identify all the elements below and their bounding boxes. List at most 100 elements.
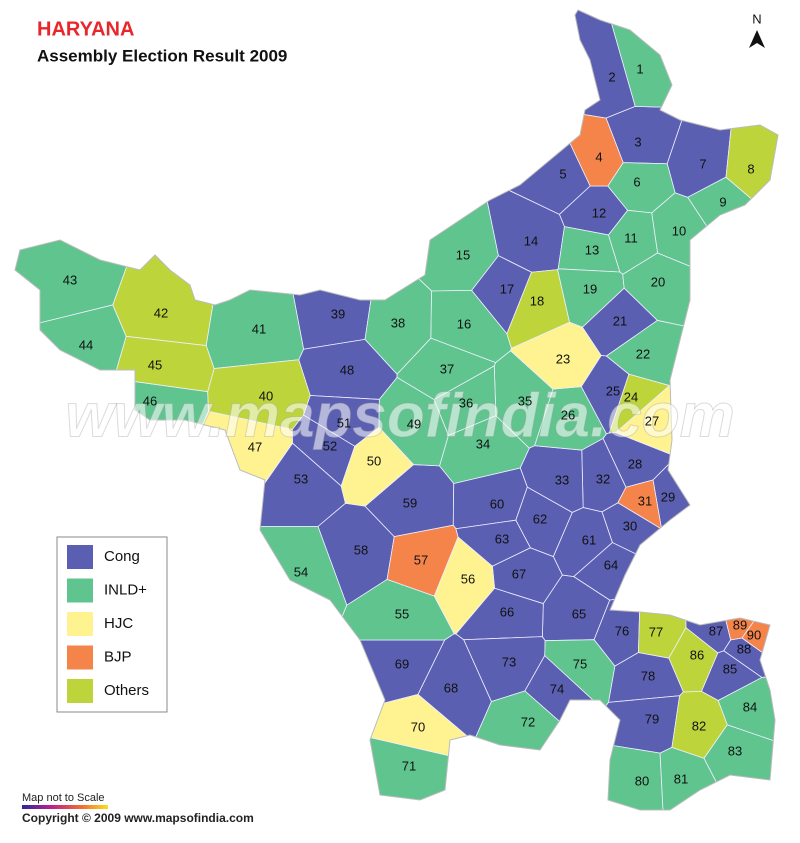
seat-label: 32 xyxy=(596,471,610,486)
seat-label: 72 xyxy=(521,714,535,729)
seat-label: 71 xyxy=(402,758,416,773)
seat-label: 5 xyxy=(559,166,566,181)
seat-label: 16 xyxy=(457,316,471,331)
seat-label: 55 xyxy=(395,606,409,621)
seat-label: 77 xyxy=(649,624,663,639)
seat-label: 81 xyxy=(674,771,688,786)
seat-label: 31 xyxy=(638,493,652,508)
seat-label: 80 xyxy=(635,773,649,788)
seat-label: 28 xyxy=(628,456,642,471)
seat-label: 3 xyxy=(634,134,641,149)
constituency xyxy=(544,639,616,710)
seat-label: 38 xyxy=(391,315,405,330)
seat-label: 85 xyxy=(723,661,737,676)
seat-label: 34 xyxy=(476,436,490,451)
seat-label: 9 xyxy=(719,194,726,209)
watermark: www.mapsofindia.com xyxy=(65,381,734,450)
seat-label: 63 xyxy=(495,531,509,546)
constituency xyxy=(709,507,778,641)
subtitle: Assembly Election Result 2009 xyxy=(37,46,287,65)
constituency xyxy=(339,10,591,215)
constituency xyxy=(604,10,778,109)
constituency xyxy=(687,176,778,333)
seat-label: 73 xyxy=(502,654,516,669)
north-arrow xyxy=(749,30,765,48)
seat-label: 23 xyxy=(556,351,570,366)
seat-label: 46 xyxy=(143,393,157,408)
legend-swatch xyxy=(67,612,93,636)
constituency xyxy=(340,426,415,507)
seat-label: 26 xyxy=(561,407,575,422)
seat-label: 8 xyxy=(747,161,754,176)
seat-label: 58 xyxy=(354,542,368,557)
seat-label: 52 xyxy=(323,438,337,453)
seat-label: 48 xyxy=(340,362,354,377)
seat-label: 17 xyxy=(500,281,514,296)
seat-label: 18 xyxy=(530,293,544,308)
seat-label: 57 xyxy=(414,552,428,567)
seat-label: 60 xyxy=(490,496,504,511)
constituency xyxy=(506,269,570,349)
seat-label: 84 xyxy=(743,699,757,714)
copyright: Copyright © 2009 www.mapsofindia.com xyxy=(22,811,254,825)
seat-label: 1 xyxy=(636,61,643,76)
seat-label: 30 xyxy=(623,518,637,533)
legend-items: Cong INLD+ HJC BJP Others xyxy=(67,545,149,703)
seat-label: 6 xyxy=(633,174,640,189)
seat-label: 50 xyxy=(367,453,381,468)
seat-label: 51 xyxy=(337,415,351,430)
seat-label: 13 xyxy=(585,242,599,257)
seat-label: 42 xyxy=(154,305,168,320)
constituency xyxy=(703,724,778,810)
seat-label: 87 xyxy=(709,623,723,638)
constituency xyxy=(207,359,311,430)
seat-label: 24 xyxy=(624,389,638,404)
seat-label: 62 xyxy=(533,511,547,526)
constituency xyxy=(608,373,671,434)
legend-label: INLD+ xyxy=(104,581,147,598)
seat-label: 25 xyxy=(606,383,620,398)
seat-label: 35 xyxy=(518,393,532,408)
seat-label: 61 xyxy=(582,532,596,547)
seat-label: 78 xyxy=(641,668,655,683)
seat-label: 56 xyxy=(461,571,475,586)
seat-label: 65 xyxy=(572,606,586,621)
seat-label: 45 xyxy=(148,357,162,372)
constituency xyxy=(386,524,459,597)
seat-label: 64 xyxy=(604,557,618,572)
seat-label: 20 xyxy=(651,274,665,289)
legend-label: HJC xyxy=(104,615,133,632)
seat-label: 41 xyxy=(252,321,266,336)
legend-label: Cong xyxy=(104,548,140,565)
seat-label: 21 xyxy=(613,313,627,328)
seat-label: 27 xyxy=(645,413,659,428)
seat-label: 44 xyxy=(79,337,93,352)
legend-label: Others xyxy=(104,682,149,699)
constituency xyxy=(668,627,719,693)
seat-label: 29 xyxy=(661,489,675,504)
seat-label: 33 xyxy=(555,472,569,487)
seat-label: 14 xyxy=(524,233,538,248)
legend-swatch xyxy=(67,645,93,670)
constituency xyxy=(113,335,215,393)
seat-label: 88 xyxy=(737,641,751,656)
seat-label: 10 xyxy=(672,223,686,238)
legend-label: BJP xyxy=(104,648,132,665)
seat-label: 12 xyxy=(592,205,606,220)
seat-label: 69 xyxy=(395,656,409,671)
seat-label: 59 xyxy=(403,495,417,510)
legend-swatch xyxy=(67,679,93,703)
state-outline xyxy=(14,9,779,811)
seat-label: 53 xyxy=(294,471,308,486)
seat-label: 66 xyxy=(500,604,514,619)
seat-label: 7 xyxy=(699,156,706,171)
constituency xyxy=(336,10,636,119)
north-label: N xyxy=(752,11,761,26)
title: HARYANA xyxy=(37,18,134,40)
seat-label: 43 xyxy=(63,272,77,287)
seat-label: 74 xyxy=(550,681,564,696)
seat-label: 83 xyxy=(728,743,742,758)
seat-label: 39 xyxy=(331,306,345,321)
